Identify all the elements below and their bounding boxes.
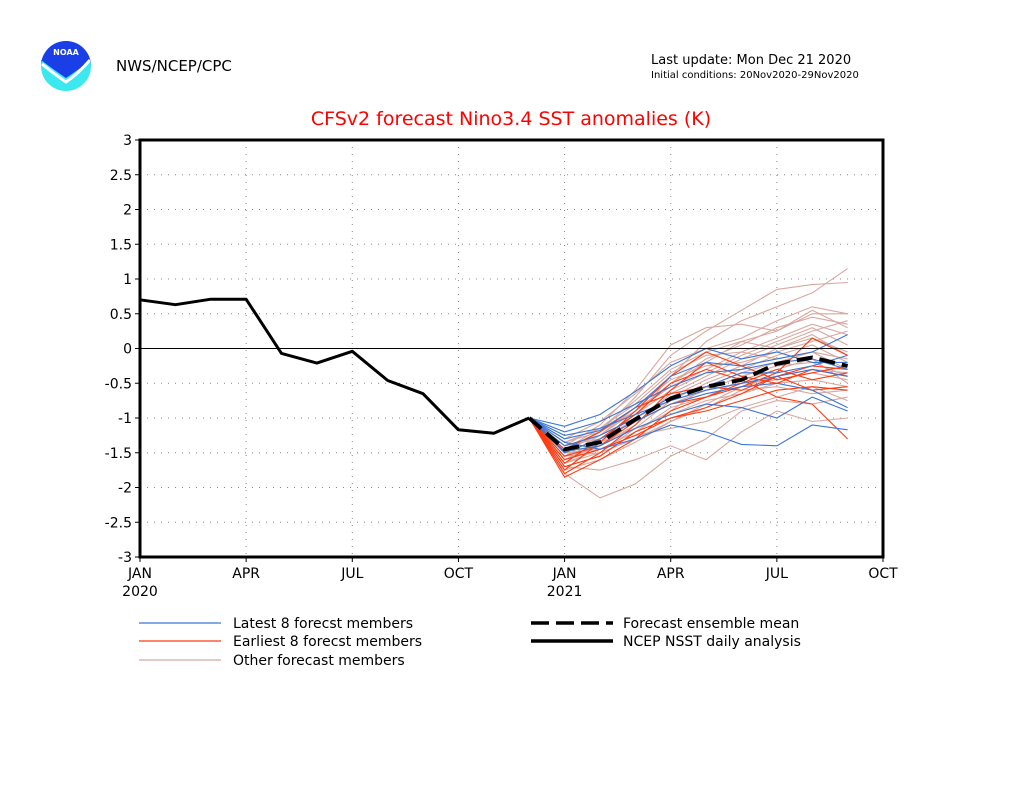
observed-series [139,297,530,435]
legend-entry-mean: Forecast ensemble mean [531,616,799,632]
y-tick-label: 3 [123,133,132,149]
latest-member-line [528,334,848,440]
earliest-member-line [528,368,848,457]
legend-entry-other: Other forecast members [139,653,405,669]
legend-label-observed: NCEP NSST daily analysis [623,634,801,650]
other-member-line [528,306,848,440]
noaa-logo-text: NOAA [53,48,79,57]
earliest-member-line [528,386,848,461]
legend-label-mean: Forecast ensemble mean [623,616,799,632]
y-tick-label: -2 [118,481,132,497]
grid [140,140,883,557]
y-tick-label: 1.5 [110,237,132,253]
other-member-line [528,281,848,454]
legend: Latest 8 forecst members Earliest 8 fore… [139,616,801,669]
y-tick-label: -3 [118,550,132,566]
latest-member-line [528,396,848,452]
x-tick-label: JAN [127,566,152,582]
noaa-logo-gull [41,59,92,84]
y-tick-label: 2.5 [110,168,132,184]
x-tick-label: JUL [340,566,363,582]
y-axis-ticks: 3 2.5 2 1.5 1 0.5 0 -0.5 -1 -1.5 -2 -2.5 -3 [105,133,140,566]
y-tick-label: 2 [123,203,132,219]
last-update: Last update: Mon Dec 21 2020 [651,53,851,68]
other-member-line [528,410,848,471]
y-tick-label: -2.5 [105,515,132,531]
ensemble-mean-series [527,355,849,452]
other-member-line [528,316,848,443]
other-member-line [528,320,848,461]
legend-label-other: Other forecast members [233,653,405,669]
x-tick-label: JUL [765,566,788,582]
observed-line [139,297,530,435]
earliest-member-line [528,351,848,471]
x-axis-ticks: JAN 2020 APR JUL OCT JAN 2021 APR JUL OCT [122,557,898,600]
y-tick-label: -1 [118,411,132,427]
x-tick-year-label: 2020 [122,584,158,600]
latest-member-line [528,358,848,433]
latest-member-line [529,347,848,427]
legend-entry-latest: Latest 8 forecst members [139,616,413,632]
legend-label-latest: Latest 8 forecst members [233,616,413,632]
other-member-line [528,333,848,443]
x-tick-label: APR [657,566,685,582]
ensemble-mean-line [527,355,849,452]
y-tick-label: 1 [123,272,132,288]
legend-entry-earliest: Earliest 8 forecst members [139,634,422,650]
y-tick-label: -0.5 [105,376,132,392]
y-tick-label: -1.5 [105,446,132,462]
latest-members [528,334,848,454]
x-tick-label: OCT [444,566,474,582]
y-tick-label: 0 [123,342,132,358]
chart-title: CFSv2 forecast Nino3.4 SST anomalies (K) [311,108,711,130]
noaa-logo-sky [41,41,91,78]
x-tick-label: JAN [552,566,577,582]
legend-entry-observed: NCEP NSST daily analysis [531,634,801,650]
x-tick-year-label: 2021 [547,584,583,600]
legend-label-earliest: Earliest 8 forecst members [233,634,422,650]
earliest-member-line [528,375,848,468]
other-member-line [528,396,848,499]
latest-member-line [528,382,848,454]
latest-member-line [528,368,848,436]
agency-label: NWS/NCEP/CPC [116,57,232,75]
x-tick-label: APR [232,566,260,582]
x-tick-label: OCT [868,566,898,582]
noaa-logo: NOAA [41,41,92,91]
initial-conditions: Initial conditions: 20Nov2020-29Nov2020 [651,70,859,81]
y-tick-label: 0.5 [110,307,132,323]
